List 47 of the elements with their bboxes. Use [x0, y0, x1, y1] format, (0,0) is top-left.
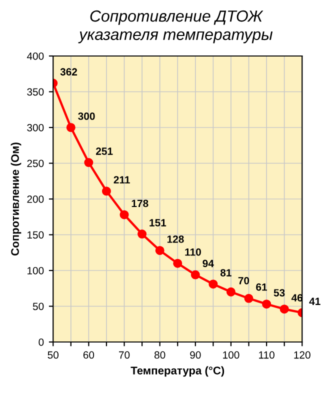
y-tick-label: 350 [27, 88, 44, 96]
y-tick-label: 250 [27, 160, 44, 168]
point [208, 280, 218, 289]
data-label: 70 [238, 276, 250, 284]
data-label: 94 [202, 260, 214, 268]
data-label: 53 [274, 289, 285, 297]
point [190, 270, 200, 280]
y-tick-label: 400 [26, 52, 44, 60]
y-tick-label: 200 [27, 196, 44, 203]
chart-title: Сопротивление ДТОЖ указателя температуры [78, 10, 273, 44]
data-label: 128 [167, 235, 184, 243]
point [173, 258, 182, 268]
point [226, 287, 236, 296]
data-label: 41 [309, 298, 320, 305]
point [262, 300, 272, 309]
data-label: 300 [78, 112, 95, 120]
data-label: 251 [96, 148, 113, 155]
data-label: 362 [60, 68, 78, 76]
y-tick-label: 100 [28, 267, 44, 274]
data-label: 110 [185, 248, 201, 256]
x-tick-label: 50 [48, 351, 59, 359]
y-tick-label: 300 [27, 124, 44, 132]
x-tick-label: 90 [190, 351, 201, 359]
x-tick-label: 60 [83, 351, 94, 359]
y-tick-label: 150 [28, 231, 44, 239]
point [138, 230, 147, 239]
x-tick-label: 120 [294, 351, 310, 359]
point [244, 294, 254, 303]
y-tick-label: 0 [38, 338, 44, 346]
point [280, 304, 289, 314]
point [155, 246, 164, 255]
point [84, 158, 94, 168]
point [102, 186, 111, 196]
point [120, 210, 129, 220]
data-label: 151 [150, 219, 166, 226]
x-tick-label: 100 [223, 351, 240, 359]
x-tick-label: 80 [154, 351, 166, 359]
data-label: 178 [132, 200, 148, 208]
data-label: 211 [114, 176, 130, 184]
data-label: 61 [256, 283, 268, 291]
y-tick-label: 50 [32, 302, 44, 310]
x-axis-title: Температура (°C) [130, 366, 224, 377]
y-axis-title: Сопротивление (Ом) [10, 142, 22, 256]
x-tick-label: 110 [259, 351, 274, 359]
x-tick-label: 70 [119, 351, 130, 359]
data-label: 81 [220, 269, 232, 276]
point [66, 122, 76, 132]
